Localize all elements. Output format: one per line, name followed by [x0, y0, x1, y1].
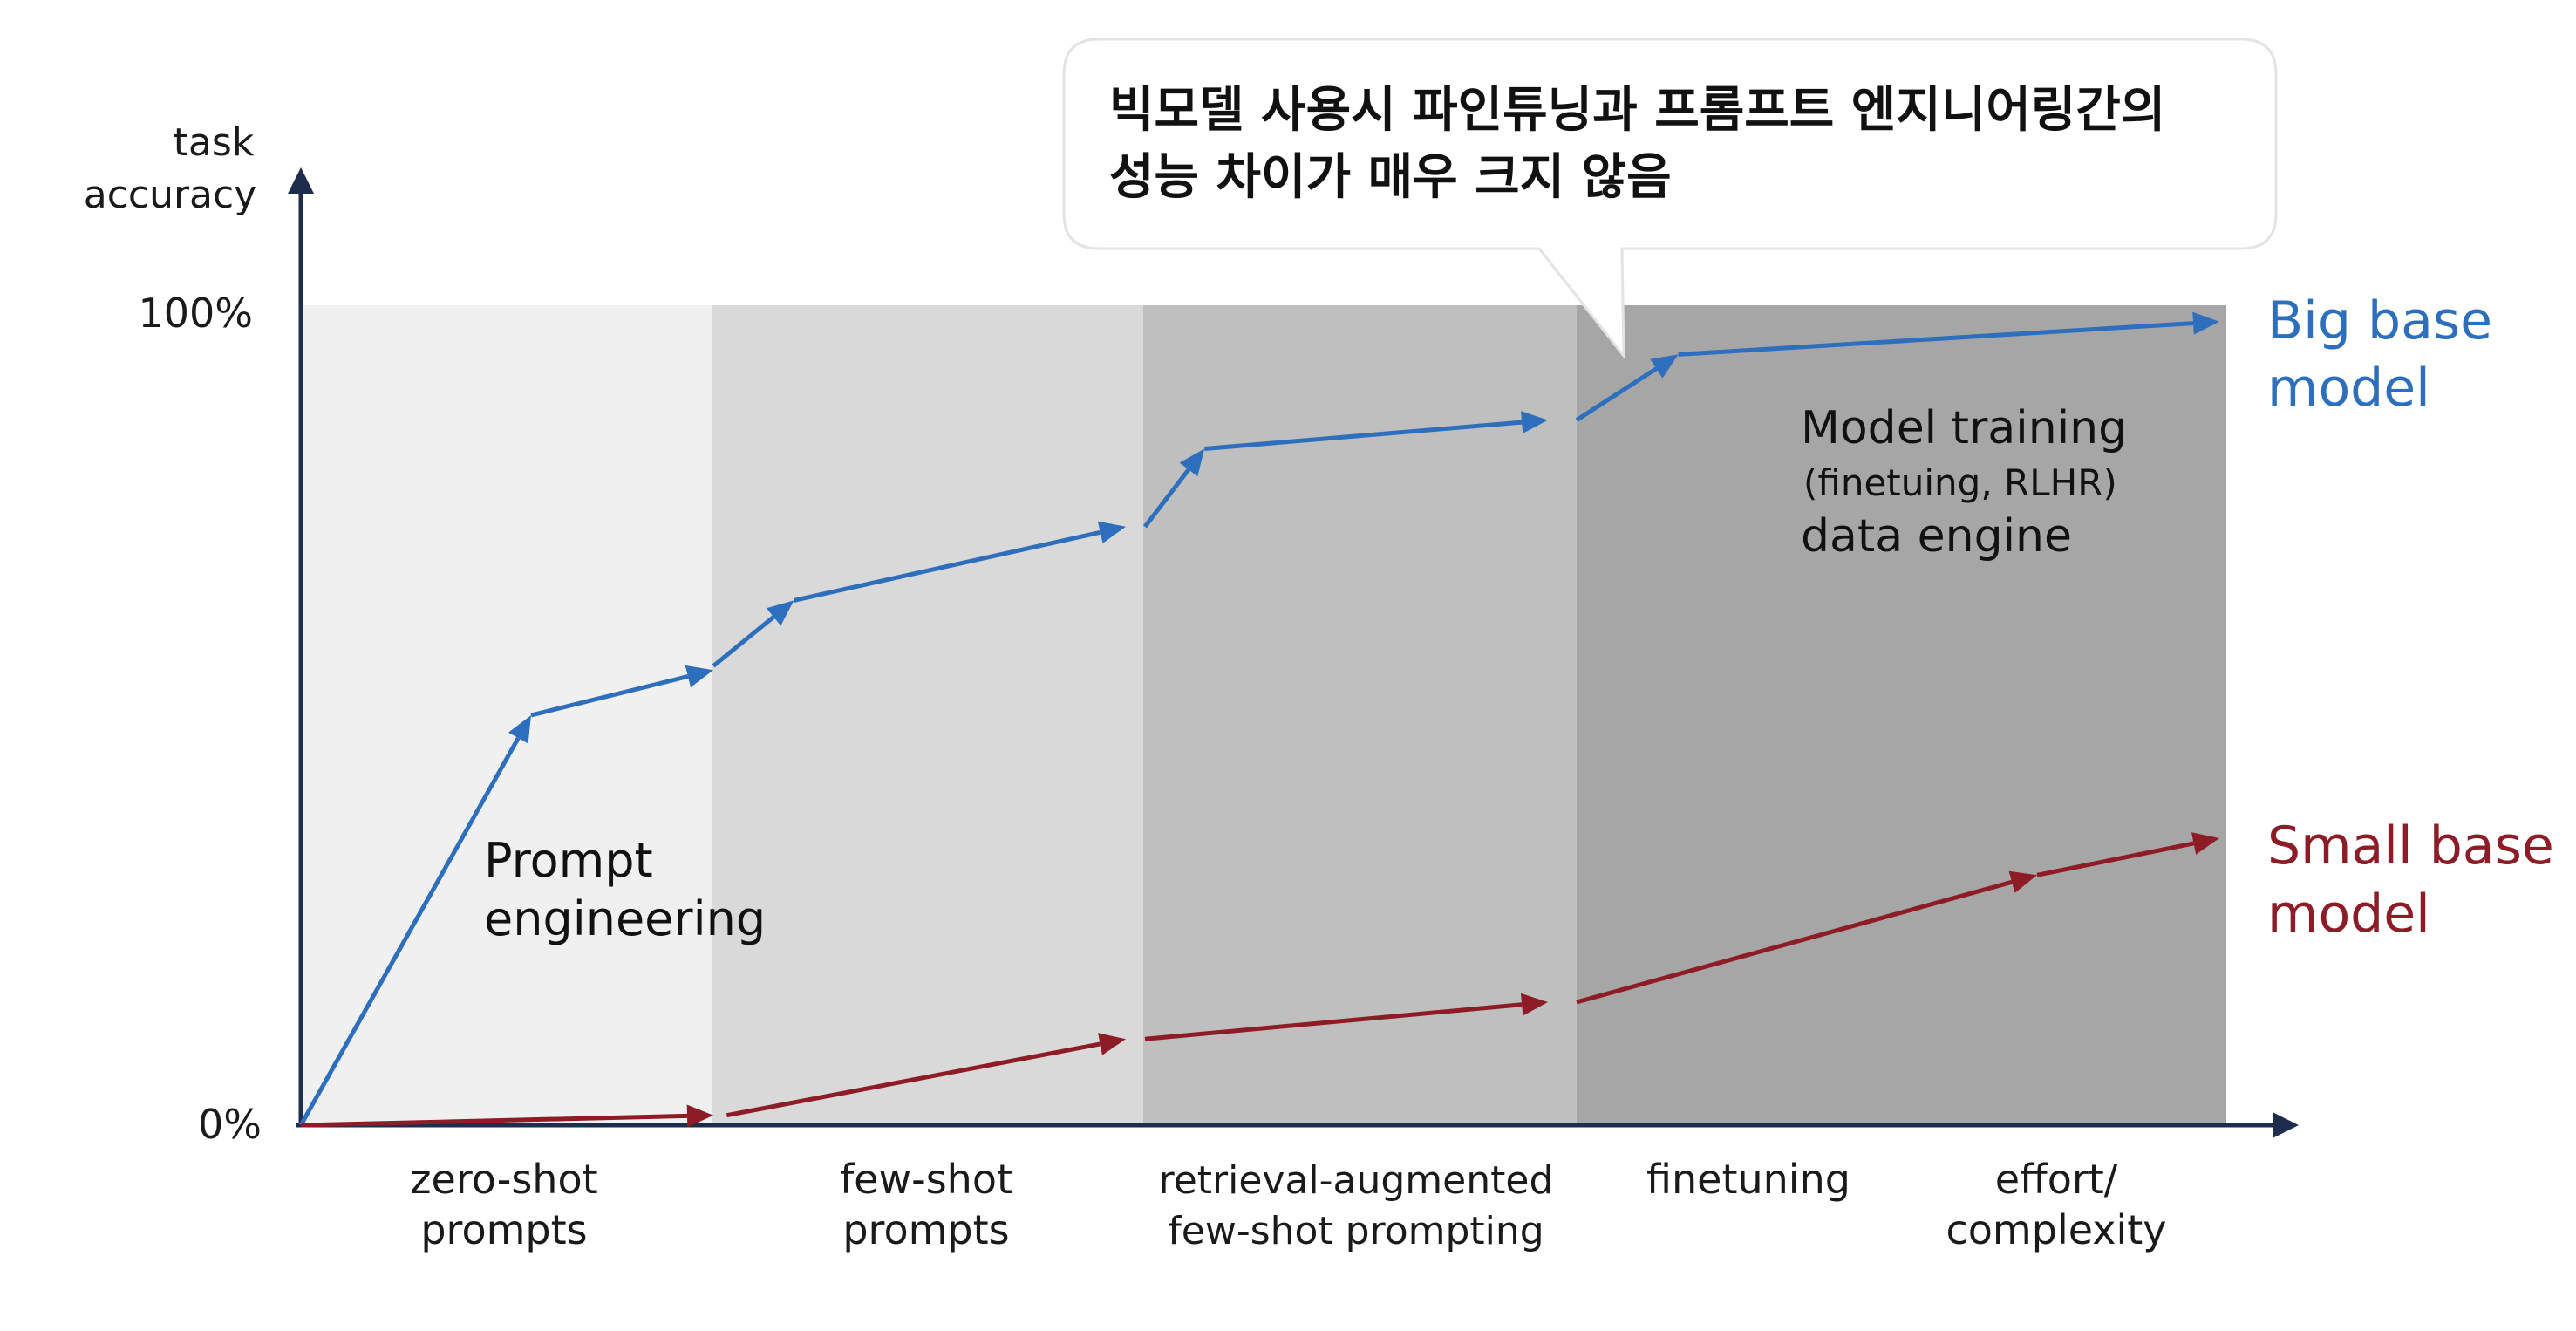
series-0-segment-7 — [1678, 321, 2194, 357]
stage-band-retrieval — [1143, 305, 1577, 1125]
x-axis-end-label-1: effort/ — [1995, 1156, 2118, 1203]
series-layer — [298, 311, 2219, 1128]
series-0-arrowhead-3 — [1097, 521, 1126, 543]
stage-label-zero-shot-1: zero-shot — [410, 1156, 597, 1203]
series-1-arrowhead-3 — [2008, 870, 2037, 893]
x-axis-end-label-2: complexity — [1946, 1206, 2167, 1253]
series-1-arrowhead-4 — [2191, 832, 2219, 855]
callout-text-line2: 성능 차이가 매우 크지 않음 — [1109, 149, 1672, 206]
series-1-segment-2 — [1144, 1002, 1523, 1041]
series-0-arrowhead-7 — [2192, 311, 2219, 335]
prompt-engineering-label-2: engineering — [484, 891, 766, 946]
series-0-segment-6 — [1575, 366, 1658, 422]
series-1-segment-1 — [726, 1041, 1101, 1118]
series-0-segment-2 — [712, 615, 775, 668]
y-axis-label-line1: task — [174, 120, 255, 165]
series-0-arrowhead-5 — [1521, 411, 1548, 434]
series-0-segment-1 — [530, 674, 689, 718]
callout-text-line1: 빅모델 사용시 파인튜닝과 프롬프트 엔지니어링간의 — [1109, 82, 2165, 139]
y-axis-label-line2: accuracy — [84, 173, 257, 217]
stage-label-few-shot-2: prompts — [842, 1206, 1009, 1253]
series-label-big-1: Big base — [2267, 290, 2492, 352]
callout-bubble: 빅모델 사용시 파인튜닝과 프롬프트 엔지니어링간의 성능 차이가 매우 크지 … — [1062, 38, 2278, 360]
stage-label-retrieval-1: retrieval-augmented — [1159, 1158, 1554, 1203]
stage-label-zero-shot-2: prompts — [420, 1206, 587, 1253]
model-training-label-3: data engine — [1801, 510, 2072, 563]
model-training-label-2: (finetuing, RLHR) — [1803, 461, 2117, 504]
stage-band-finetuning — [1577, 305, 2226, 1125]
model-training-label-1: Model training — [1801, 402, 2127, 454]
y-tick-0: 0% — [198, 1101, 262, 1148]
stage-label-retrieval-2: few-shot prompting — [1168, 1209, 1544, 1253]
series-1-segment-0 — [300, 1113, 688, 1128]
series-0-segment-3 — [793, 529, 1101, 603]
series-0-arrowhead-6 — [1650, 354, 1679, 379]
series-0-segment-0 — [298, 736, 521, 1127]
stage-band-few-shot — [712, 305, 1143, 1125]
series-0-arrowhead-1 — [685, 665, 713, 688]
y-tick-100: 100% — [138, 290, 253, 337]
series-0-arrowhead-2 — [766, 600, 794, 626]
series-0-segment-5 — [1203, 420, 1523, 451]
stage-label-finetuning: finetuning — [1646, 1156, 1850, 1203]
series-label-big-2: model — [2267, 358, 2430, 419]
stage-label-few-shot-1: few-shot — [840, 1156, 1012, 1203]
series-0-segment-4 — [1143, 468, 1190, 529]
series-1-arrowhead-2 — [1520, 993, 1548, 1016]
series-label-small-2: model — [2267, 884, 2430, 945]
series-1-segment-4 — [2036, 841, 2195, 877]
series-1-arrowhead-1 — [1098, 1033, 1126, 1055]
series-1-arrowhead-0 — [686, 1104, 713, 1128]
prompt-engineering-label-1: Prompt — [484, 833, 653, 888]
stage-band-zero-shot — [301, 305, 712, 1125]
series-0-arrowhead-4 — [1179, 448, 1205, 477]
series-1-segment-3 — [1576, 879, 2013, 1005]
series-label-small-1: Small base — [2267, 816, 2554, 877]
series-0-arrowhead-0 — [508, 715, 531, 744]
